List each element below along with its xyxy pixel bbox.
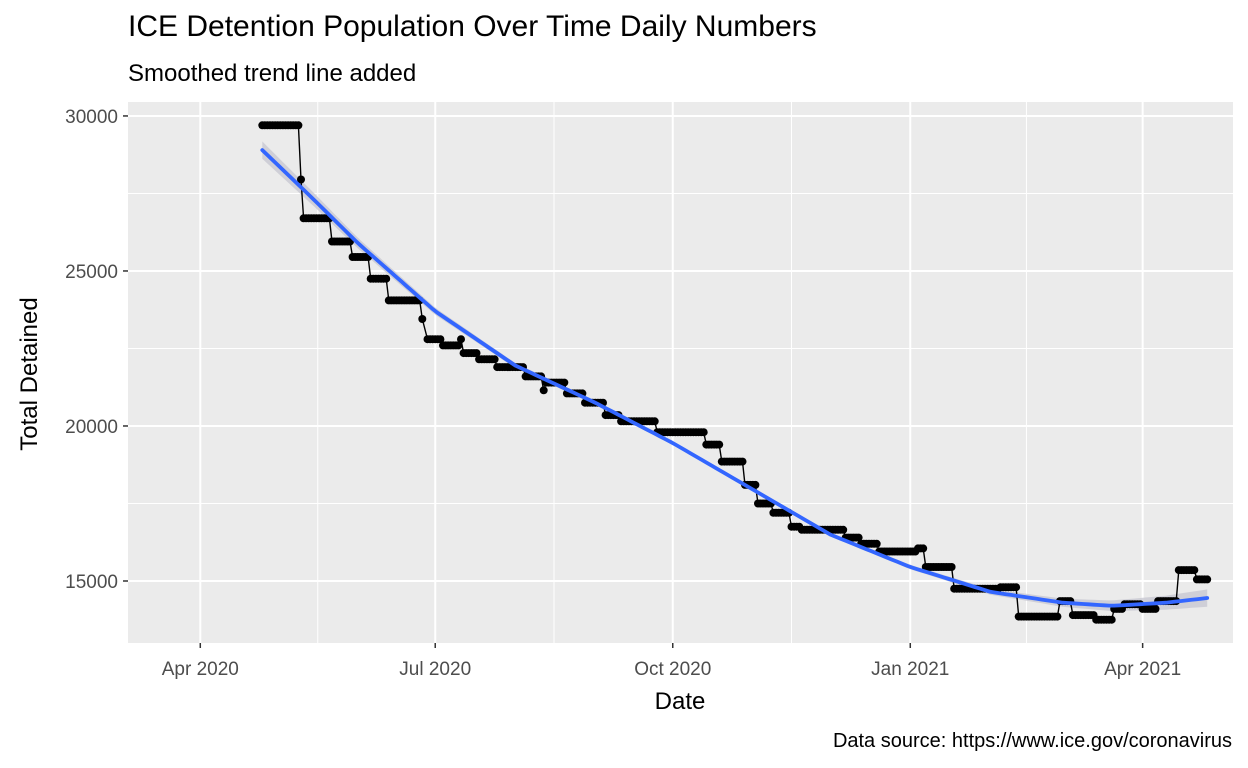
- observed-point: [715, 440, 724, 449]
- trend-series: [260, 148, 1210, 608]
- observed-point: [560, 378, 569, 387]
- observed-point: [1053, 612, 1062, 621]
- observed-point: [1203, 575, 1212, 584]
- observed-point: [418, 315, 427, 323]
- chart-title: ICE Detention Population Over Time Daily…: [128, 10, 817, 43]
- trend-line: [260, 148, 1210, 608]
- observed-point: [1151, 604, 1160, 613]
- observed-point: [457, 335, 465, 344]
- x-tick-label: Apr 2020: [162, 659, 239, 680]
- observed-point: [294, 121, 303, 130]
- observed-point: [947, 563, 956, 571]
- observed-point: [382, 274, 391, 283]
- observed-point: [650, 417, 659, 426]
- y-axis-title: Total Detained: [16, 297, 43, 450]
- chart-subtitle: Smoothed trend line added: [128, 60, 417, 87]
- observed-point: [1012, 583, 1021, 592]
- y-axis: 15000 20000 25000 30000: [65, 107, 128, 593]
- observed-point: [472, 349, 481, 358]
- observed-point: [854, 533, 863, 542]
- y-tick-label: 30000: [65, 107, 118, 128]
- x-tick-label: Jul 2020: [399, 659, 471, 680]
- observed-point: [751, 480, 760, 489]
- y-tick-label: 20000: [65, 417, 118, 438]
- observed-point: [919, 544, 928, 553]
- x-tick-label: Jan 2021: [871, 659, 949, 680]
- observed-point: [738, 457, 747, 466]
- observed-point: [872, 539, 881, 548]
- observed-point: [454, 341, 463, 350]
- observed-point: [490, 355, 499, 364]
- observed-point: [539, 386, 548, 395]
- observed-point: [297, 175, 305, 184]
- x-tick-label: Apr 2021: [1104, 659, 1181, 680]
- x-axis: Apr 2020 Jul 2020 Oct 2020 Jan 2021 Apr 2021: [162, 643, 1181, 680]
- y-tick-label: 25000: [65, 262, 118, 283]
- observed-point: [1190, 566, 1199, 575]
- observed-point: [436, 335, 445, 344]
- chart-caption: Data source: https://www.ice.gov/coronav…: [832, 730, 1232, 752]
- x-axis-title: Date: [655, 688, 706, 715]
- y-tick-label: 15000: [65, 572, 118, 593]
- observed-point: [699, 428, 708, 437]
- x-tick-label: Oct 2020: [634, 659, 711, 680]
- observed-point: [839, 525, 848, 534]
- observed-point: [1107, 615, 1116, 624]
- major-gridlines: [128, 102, 1233, 643]
